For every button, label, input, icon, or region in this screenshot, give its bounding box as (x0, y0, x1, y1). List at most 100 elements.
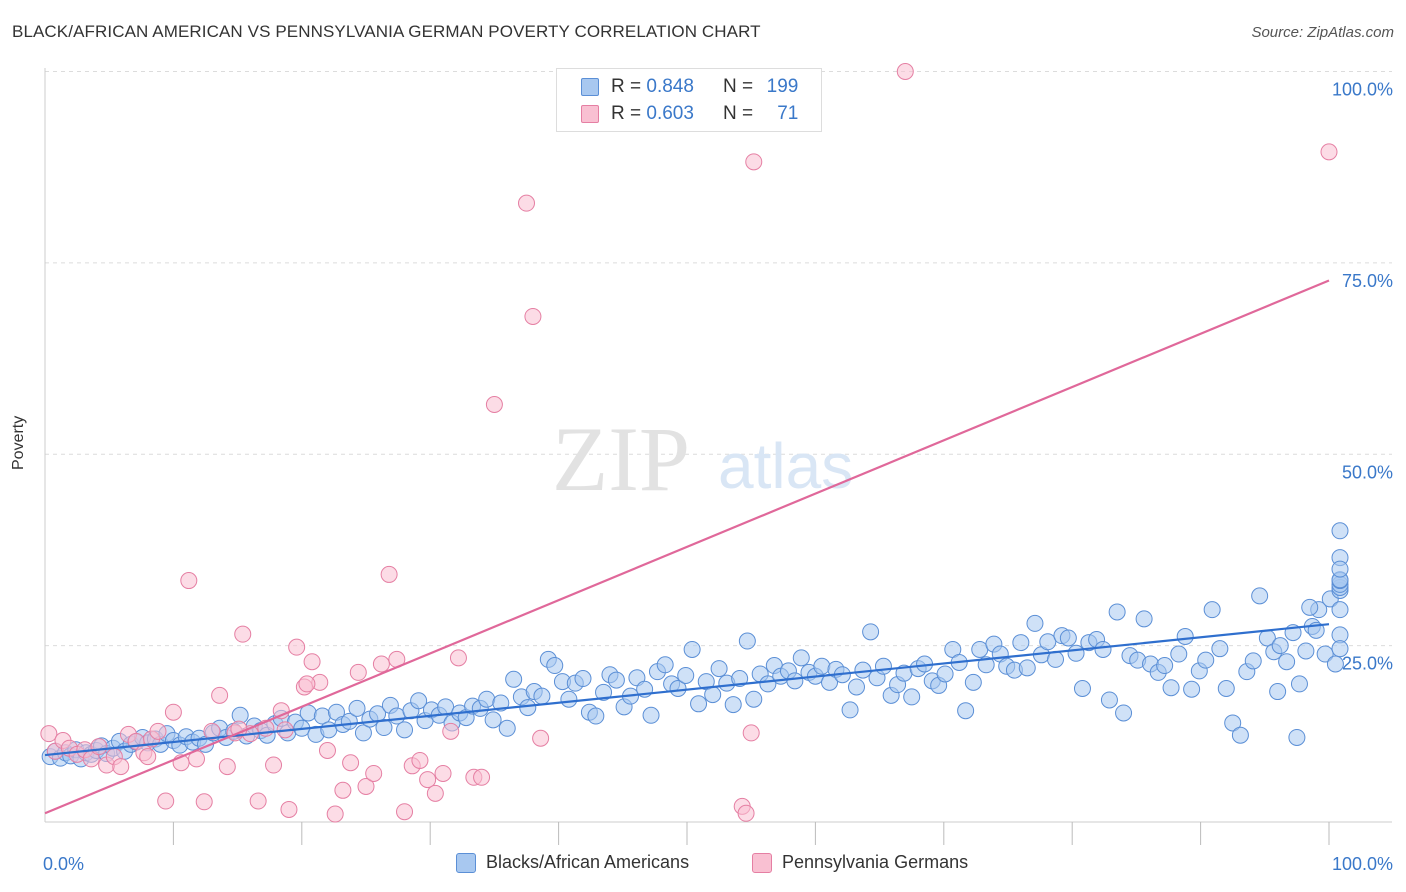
stats-n-label: N = (722, 103, 754, 124)
point-germans (434, 764, 452, 782)
point-blacks (677, 666, 695, 684)
point-blacks (1170, 645, 1188, 663)
point-blacks (354, 724, 372, 742)
point-blacks (348, 699, 366, 717)
point-blacks (1047, 650, 1065, 668)
point-blacks (1108, 603, 1126, 621)
point-blacks (1251, 587, 1269, 605)
point-blacks (738, 632, 756, 650)
stats-box: R = 0.848 N = 199 R = 0.603 N = 71 (556, 68, 822, 132)
stats-n-label: N = (722, 76, 754, 97)
point-blacks (1297, 642, 1315, 660)
point-germans (1320, 143, 1338, 161)
stats-swatch-germans (581, 105, 599, 123)
point-blacks (410, 692, 428, 710)
source-label: Source: ZipAtlas.com (1251, 24, 1394, 41)
point-germans (326, 805, 344, 823)
point-blacks (1203, 601, 1221, 619)
point-germans (249, 792, 267, 810)
point-germans (164, 703, 182, 721)
point-blacks (1012, 634, 1030, 652)
watermark-zip: ZIP (552, 408, 690, 510)
point-blacks (1039, 633, 1057, 651)
point-blacks (396, 721, 414, 739)
point-blacks (957, 702, 975, 720)
point-blacks (724, 696, 742, 714)
watermark-atlas: atlas (718, 430, 853, 502)
y-tick-label: 100.0% (1332, 80, 1393, 100)
point-blacks (1115, 704, 1133, 722)
point-blacks (1331, 522, 1349, 540)
point-blacks (505, 670, 523, 688)
point-blacks (656, 656, 674, 674)
point-blacks (1331, 640, 1349, 658)
point-germans (280, 800, 298, 818)
point-germans (211, 686, 229, 704)
point-germans (742, 724, 760, 742)
point-blacks (745, 690, 763, 708)
chart-title: BLACK/AFRICAN AMERICAN VS PENNSYLVANIA G… (12, 22, 761, 41)
point-blacks (560, 690, 578, 708)
point-germans (342, 754, 360, 772)
stats-n-value: 199 (766, 76, 799, 97)
point-germans (896, 63, 914, 80)
point-blacks (1135, 610, 1153, 628)
y-tick-label: 25.0% (1342, 654, 1393, 674)
point-germans (396, 803, 414, 821)
point-blacks (813, 657, 831, 675)
point-germans (265, 756, 283, 774)
point-blacks (971, 640, 989, 658)
point-germans (372, 655, 390, 673)
point-blacks (642, 706, 660, 724)
point-blacks (484, 711, 502, 729)
point-blacks (1067, 644, 1085, 662)
point-germans (524, 307, 542, 325)
point-blacks (1331, 560, 1349, 578)
point-germans (745, 153, 763, 171)
point-blacks (1059, 629, 1077, 647)
point-blacks (786, 672, 804, 690)
point-blacks (1290, 675, 1308, 693)
point-blacks (690, 695, 708, 713)
point-germans (234, 625, 252, 643)
point-germans (449, 649, 467, 667)
data-points (40, 63, 1349, 823)
point-blacks (1288, 728, 1306, 746)
watermark: ZIP atlas (552, 408, 853, 510)
point-blacks (1316, 645, 1334, 663)
point-germans (318, 741, 336, 759)
point-blacks (1156, 657, 1174, 675)
point-blacks (1326, 655, 1344, 673)
trend-lines (44, 279, 1330, 815)
point-blacks (498, 719, 516, 737)
legend-label-blacks: Blacks/African Americans (486, 852, 690, 872)
point-blacks (1094, 640, 1112, 658)
point-germans (149, 722, 167, 740)
point-germans (426, 784, 444, 802)
point-germans (139, 748, 157, 766)
point-blacks (847, 678, 865, 696)
point-blacks (1224, 714, 1242, 732)
point-blacks (1176, 627, 1194, 645)
point-germans (380, 565, 398, 583)
point-blacks (1244, 652, 1262, 670)
point-blacks (841, 701, 859, 719)
point-blacks (1183, 680, 1201, 698)
point-germans (442, 722, 460, 740)
legend-item-germans[interactable]: Pennsylvania Germans (752, 852, 968, 873)
point-blacks (519, 699, 537, 717)
point-blacks (595, 683, 613, 701)
point-germans (349, 663, 367, 681)
point-blacks (936, 665, 954, 683)
point-germans (485, 395, 503, 413)
point-germans (473, 768, 491, 786)
stats-swatch-blacks (581, 78, 599, 96)
point-germans (288, 638, 306, 656)
point-germans (203, 722, 221, 740)
legend-item-blacks[interactable]: Blacks/African Americans (456, 852, 689, 873)
point-blacks (607, 671, 625, 689)
point-blacks (710, 660, 728, 678)
x-tick-label: 0.0% (43, 854, 84, 874)
y-tick-label: 50.0% (1342, 462, 1393, 482)
